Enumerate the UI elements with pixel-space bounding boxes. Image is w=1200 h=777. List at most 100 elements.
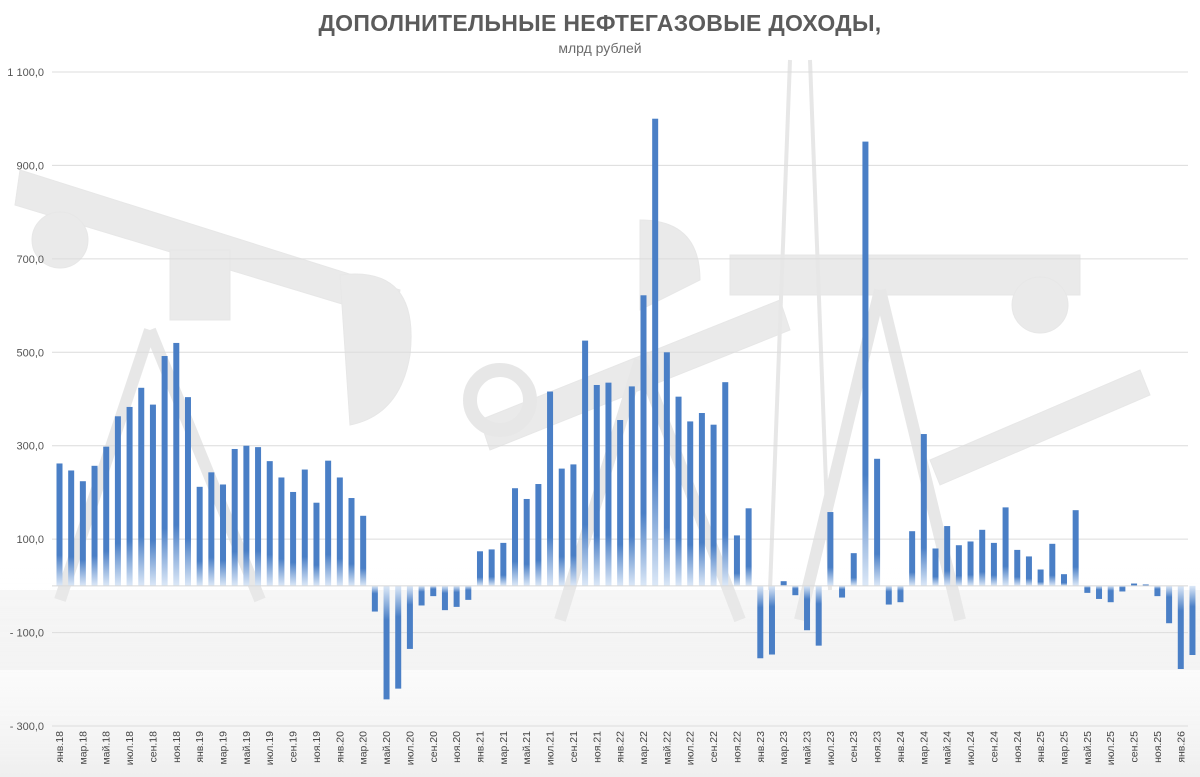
x-tick-label: мар.24 [918,731,930,765]
bar-апр.22 [652,118,659,586]
bar-дек.18 [184,397,191,586]
x-tick-label: ноя.22 [731,731,743,763]
bar-мар.22 [640,295,647,586]
bar-апр.18 [91,465,98,586]
bar-май.19 [243,445,250,586]
bar-май.25 [1084,585,1091,593]
x-tick-label: янв.22 [615,731,627,763]
y-axis-ticks: - 300,0 - 100,0 100,0 300,0 500,0 700,0 900,0 1… [7,67,44,733]
bar-июл.18 [126,406,133,586]
x-tick-label: ноя.21 [591,731,603,763]
x-tick-label: мар.25 [1058,731,1070,765]
bar-ноя.25 [1154,585,1161,597]
bar-фев.23 [768,585,775,655]
bar-авг.21 [558,468,565,586]
bar-апр.19 [231,448,238,586]
y-tick-label: - 100,0 [10,628,44,640]
bar-дек.21 [605,382,612,586]
bar-фев.19 [208,472,215,586]
chart-subtitle: млрд рублей [558,40,642,56]
x-tick-label: сен.23 [848,731,860,763]
bar-ноя.21 [593,384,600,586]
x-tick-label: июл.21 [545,731,557,765]
x-tick-label: янв.25 [1035,731,1047,763]
x-tick-label: янв.20 [334,731,346,763]
bar-ноя.24 [1014,549,1021,586]
bar-дек.20 [465,585,472,600]
x-tick-label: сен.20 [428,731,440,763]
bar-янв.19 [196,486,203,586]
bar-янв.20 [336,477,343,586]
bar-дек.25 [1166,585,1173,624]
bar-май.22 [663,352,670,586]
bar-авг.20 [418,585,425,606]
x-tick-label: мар.18 [77,731,89,765]
bar-фев.21 [488,549,495,586]
x-tick-label: сен.24 [988,731,1000,763]
x-tick-label: мар.20 [358,731,370,765]
bar-авг.22 [698,413,705,586]
bar-июл.20 [406,585,413,649]
bar-фев.20 [348,498,355,586]
x-tick-label: ноя.20 [451,731,463,763]
x-tick-label: май.19 [241,731,253,765]
bar-июн.22 [675,396,682,586]
x-tick-label: июл.24 [965,731,977,765]
bar-янв.24 [897,585,904,603]
bar-янв.23 [757,585,764,659]
bar-окт.19 [301,469,308,586]
bar-апр.24 [932,548,939,586]
x-tick-label: янв.18 [54,731,66,763]
bar-окт.25 [1142,584,1149,586]
x-tick-label: июл.23 [825,731,837,765]
x-tick-label: май.20 [381,731,393,765]
bar-мар.25 [1060,574,1067,586]
bar-май.24 [944,526,951,586]
x-tick-label: май.23 [802,731,814,765]
bar-июн.18 [114,416,121,586]
bar-дек.23 [885,585,892,605]
bar-июл.25 [1107,585,1114,603]
x-tick-label: сен.18 [147,731,159,763]
bar-сен.23 [850,553,857,586]
x-tick-label: янв.19 [194,731,206,763]
pumpjack-background-illustration [0,59,1200,777]
bar-июл.21 [547,391,554,586]
bar-июл.23 [827,512,834,586]
bar-сен.24 [990,542,997,586]
x-tick-label: мар.22 [638,731,650,765]
x-tick-label: ноя.24 [1012,731,1024,763]
bar-май.20 [383,585,390,700]
x-tick-label: июл.22 [685,731,697,765]
bar-окт.18 [161,356,168,586]
bar-янв.25 [1037,569,1044,586]
bar-апр.23 [792,585,799,596]
x-tick-label: мар.23 [778,731,790,765]
bar-янв.26 [1177,585,1184,670]
y-tick-label: 100,0 [16,534,44,546]
x-tick-label: янв.23 [755,731,767,763]
x-tick-label: ноя.23 [872,731,884,763]
bar-ноя.22 [733,535,740,586]
bar-сен.18 [149,404,156,586]
y-tick-label: 500,0 [16,347,44,359]
bar-ноя.18 [173,342,180,586]
bar-ноя.20 [453,585,460,607]
y-tick-label: 300,0 [16,441,44,453]
x-tick-label: июл.19 [264,731,276,765]
bar-авг.24 [979,529,986,586]
bar-сен.22 [710,424,717,586]
bar-ноя.23 [874,458,881,586]
x-tick-label: сен.21 [568,731,580,763]
bar-апр.20 [371,585,378,612]
x-tick-label: янв.24 [895,731,907,763]
bar-июн.20 [395,585,402,689]
chart-title: ДОПОЛНИТЕЛЬНЫЕ НЕФТЕГАЗОВЫЕ ДОХОДЫ, [318,10,882,36]
bar-сен.25 [1131,583,1138,586]
bar-авг.23 [839,585,846,598]
bar-янв.21 [476,551,483,586]
bar-апр.25 [1072,510,1079,586]
bar-окт.21 [582,340,589,586]
y-tick-label: 1 100,0 [7,67,44,79]
x-tick-label: сен.25 [1129,731,1141,763]
